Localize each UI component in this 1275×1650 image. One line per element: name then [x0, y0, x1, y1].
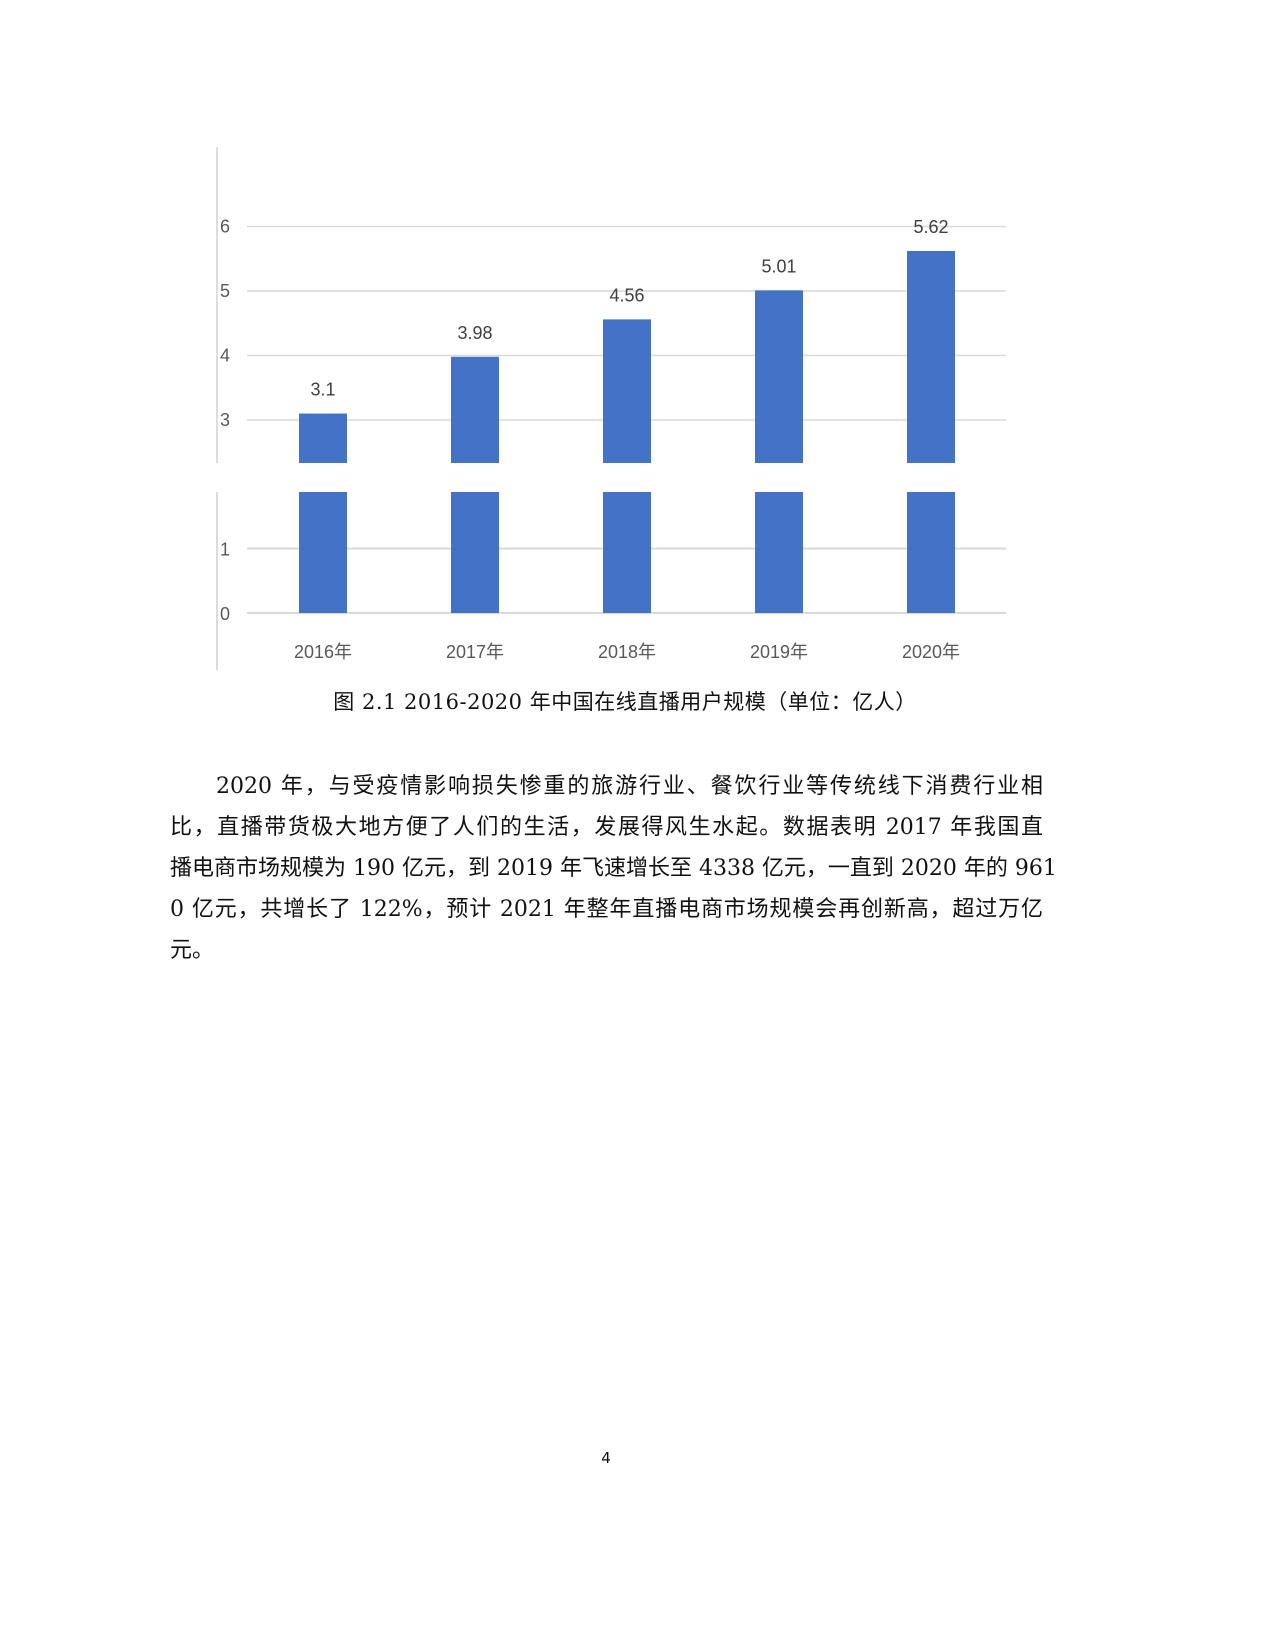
- data-label: 5.62: [913, 217, 948, 237]
- x-tick-label: 2020年: [902, 642, 960, 662]
- y-tick-label: 6: [220, 217, 230, 237]
- page-number: 4: [601, 1449, 611, 1467]
- x-tick-label: 2016年: [294, 642, 352, 662]
- figure-caption: 图 2.1 2016-2020 年中国在线直播用户规模（单位：亿人）: [333, 690, 917, 714]
- bar-lower: [603, 492, 651, 613]
- bar-upper: [755, 290, 803, 463]
- y-tick-label: 0: [220, 604, 230, 624]
- bar-lower: [451, 492, 499, 613]
- paragraph-line: 2020 年，与受疫情影响损失惨重的旅游行业、餐饮行业等传统线下消费行业相: [216, 774, 1043, 799]
- paragraph-line: 比，直播带货极大地方便了人们的生活，发展得风生水起。数据表明 2017 年我国直: [170, 815, 1043, 840]
- bar-upper: [451, 356, 499, 463]
- y-tick-label: 1: [220, 540, 230, 560]
- data-label: 3.1: [310, 380, 335, 400]
- data-label: 5.01: [761, 256, 796, 276]
- bar-lower: [907, 492, 955, 613]
- paragraph-line: 播电商市场规模为 190 亿元，到 2019 年飞速增长至 4338 亿元，一直…: [170, 856, 1057, 881]
- y-tick-label: 5: [220, 281, 230, 301]
- bar-upper: [907, 251, 955, 463]
- data-label: 3.98: [457, 323, 492, 343]
- bar-lower: [755, 492, 803, 613]
- paragraph-line: 元。: [170, 938, 215, 963]
- x-tick-label: 2017年: [446, 642, 504, 662]
- x-tick-label: 2018年: [598, 642, 656, 662]
- bar-upper: [603, 319, 651, 463]
- bar-lower: [299, 492, 347, 613]
- x-tick-label: 2019年: [750, 642, 808, 662]
- data-label: 4.56: [609, 285, 644, 305]
- y-tick-label: 4: [220, 346, 230, 366]
- paragraph-line: 0 亿元，共增长了 122%，预计 2021 年整年直播电商市场规模会再创新高，…: [170, 897, 1043, 922]
- bar-upper: [299, 413, 347, 463]
- broken-axis-bar-chart: 3 4 5 6 0 1 3.1 2016年 3.98 2017年 4.56 2018年 5.01 2019…: [216, 147, 1006, 670]
- y-tick-label: 3: [220, 410, 230, 430]
- body-paragraph: 2020 年，与受疫情影响损失惨重的旅游行业、餐饮行业等传统线下消费行业相 比，…: [170, 766, 1057, 971]
